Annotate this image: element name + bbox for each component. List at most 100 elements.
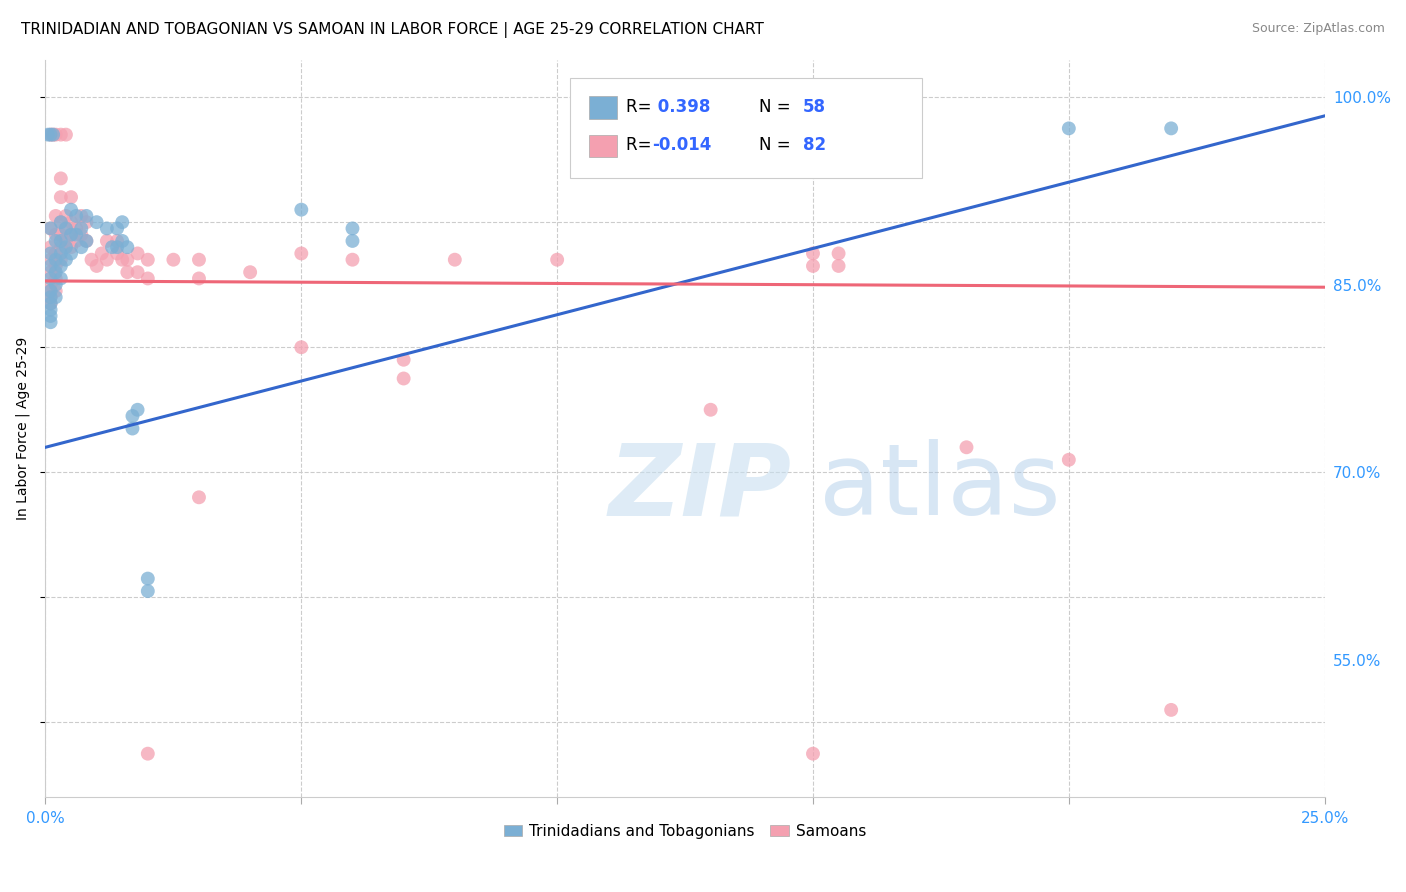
Point [45, 252, 67, 267]
Point [1057, 452, 1080, 467]
Point [39, 296, 62, 310]
Point [801, 259, 824, 273]
Point [45, 277, 67, 292]
Point [60, 227, 83, 242]
Point [60, 246, 83, 260]
Point [45, 246, 67, 260]
Point [49, 215, 72, 229]
Point [65, 234, 87, 248]
Text: N =: N = [759, 136, 796, 154]
Point [60, 227, 83, 242]
Point [117, 252, 139, 267]
Point [49, 234, 72, 248]
Point [1057, 121, 1080, 136]
Point [342, 252, 364, 267]
Point [45, 234, 67, 248]
Point [75, 234, 97, 248]
Point [188, 252, 211, 267]
Point [39, 284, 62, 298]
Point [188, 271, 211, 285]
Point [111, 252, 134, 267]
Point [105, 234, 128, 248]
Point [80, 252, 103, 267]
Point [55, 240, 77, 254]
Text: N =: N = [759, 98, 796, 116]
Point [801, 246, 824, 260]
Point [101, 240, 124, 254]
Point [96, 252, 118, 267]
Point [75, 215, 97, 229]
Point [162, 252, 184, 267]
Point [75, 234, 97, 248]
Point [39, 221, 62, 235]
Point [37, 128, 59, 142]
Text: atlas: atlas [820, 439, 1062, 536]
Point [127, 402, 149, 417]
Point [70, 240, 93, 254]
Text: 82: 82 [803, 136, 825, 154]
Point [65, 227, 87, 242]
Point [49, 128, 72, 142]
Point [39, 309, 62, 323]
Point [60, 240, 83, 254]
Point [827, 259, 849, 273]
Point [392, 371, 415, 385]
Point [49, 240, 72, 254]
Point [136, 584, 159, 599]
Text: -0.014: -0.014 [652, 136, 711, 154]
Point [290, 246, 312, 260]
Point [342, 221, 364, 235]
Point [60, 215, 83, 229]
Point [136, 747, 159, 761]
Point [96, 234, 118, 248]
Point [60, 190, 83, 204]
Point [42, 128, 65, 142]
Point [290, 340, 312, 354]
Point [443, 252, 465, 267]
Point [39, 252, 62, 267]
Point [39, 271, 62, 285]
Point [39, 259, 62, 273]
Point [70, 221, 93, 235]
Point [290, 202, 312, 217]
Point [49, 252, 72, 267]
FancyBboxPatch shape [589, 135, 617, 157]
Point [39, 302, 62, 317]
Point [39, 315, 62, 329]
Point [55, 128, 77, 142]
Point [49, 215, 72, 229]
Text: 58: 58 [803, 98, 825, 116]
Point [39, 240, 62, 254]
Point [136, 572, 159, 586]
Text: R=: R= [626, 136, 657, 154]
Point [45, 259, 67, 273]
FancyBboxPatch shape [569, 78, 922, 178]
Point [39, 284, 62, 298]
Point [55, 234, 77, 248]
Point [121, 409, 143, 423]
Point [45, 265, 67, 279]
Point [342, 234, 364, 248]
Point [49, 271, 72, 285]
Point [96, 221, 118, 235]
Point [105, 240, 128, 254]
Point [39, 221, 62, 235]
Point [39, 128, 62, 142]
Point [65, 221, 87, 235]
Point [45, 284, 67, 298]
Point [121, 421, 143, 435]
Point [105, 221, 128, 235]
Point [699, 402, 721, 417]
Point [45, 271, 67, 285]
Point [45, 290, 67, 304]
Point [39, 296, 62, 310]
Point [42, 128, 65, 142]
Point [105, 246, 128, 260]
Point [86, 215, 108, 229]
Point [45, 227, 67, 242]
Point [39, 290, 62, 304]
Point [49, 227, 72, 242]
Point [70, 227, 93, 242]
Text: Source: ZipAtlas.com: Source: ZipAtlas.com [1251, 22, 1385, 36]
Point [86, 259, 108, 273]
